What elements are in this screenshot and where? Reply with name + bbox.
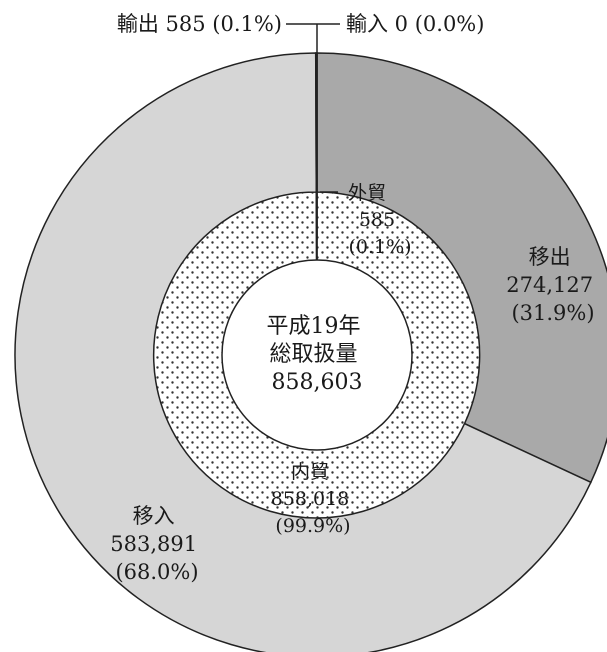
center-caption: 総取扱量 [269,342,357,367]
naiboeki-percent: (99.9%) [275,515,350,537]
gaiboeki-name: 外貿 [348,182,386,204]
idou-in-label: 移入 583,891 (68.0%) [110,504,204,584]
idou-in-value: 583,891 [110,532,197,556]
idou-out-name: 移出 [529,245,571,269]
idou-out-label: 移出 274,127 (31.9%) [506,245,600,325]
idou-out-percent: (31.9%) [511,301,594,325]
gaiboeki-label: 外貿 585 (0.1%) [348,182,412,258]
center-hole [221,259,413,451]
naiboeki-label: 内貿 858,018 (99.9%) [271,461,356,537]
center-label: 平成19年 総取扱量 858,603 [267,314,368,395]
idou-in-name: 移入 [133,504,175,528]
idou-in-percent: (68.0%) [115,560,198,584]
export-label: 輸出 585 (0.1%) [117,12,282,36]
idou-out-value: 274,127 [506,273,593,297]
center-year: 平成19年 [267,314,361,339]
gaiboeki-value: 585 [359,209,395,231]
gaiboeki-percent: (0.1%) [348,236,411,258]
naiboeki-name: 内貿 [291,461,329,483]
naiboeki-value: 858,018 [271,488,350,510]
import-label: 輸入 0 (0.0%) [346,12,484,36]
center-total: 858,603 [272,370,363,395]
